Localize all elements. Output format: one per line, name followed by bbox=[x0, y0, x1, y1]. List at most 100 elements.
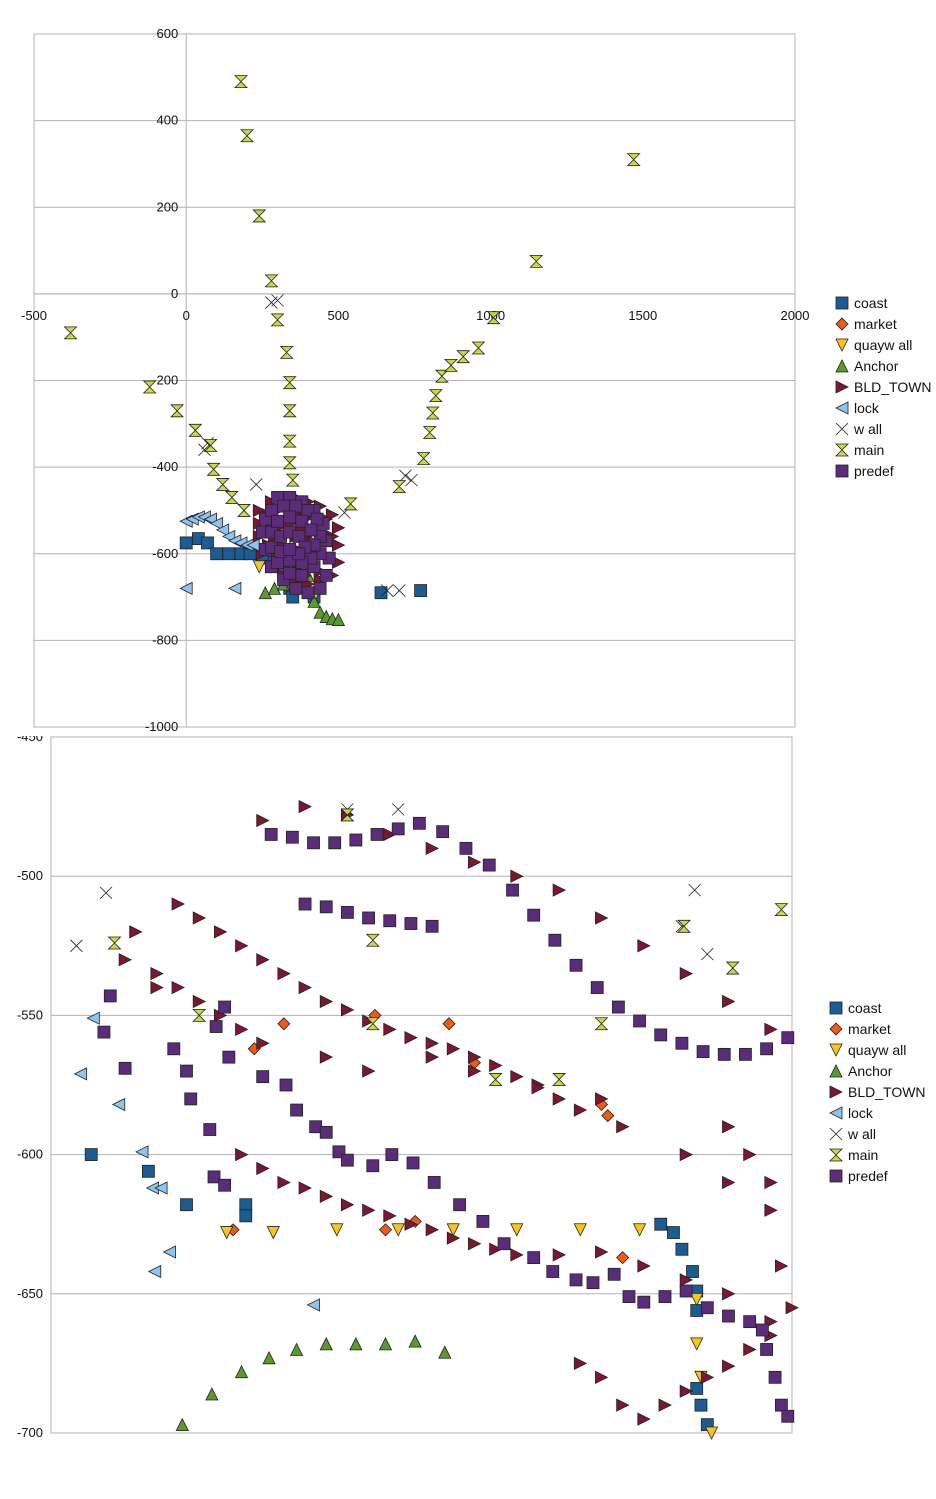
point-predef bbox=[292, 530, 306, 543]
point-anchor bbox=[349, 1337, 363, 1351]
point-main bbox=[552, 1073, 567, 1086]
point-predef bbox=[340, 1153, 354, 1167]
point-predef bbox=[700, 1301, 714, 1315]
point-bld_town bbox=[595, 1092, 609, 1106]
point-predef bbox=[425, 919, 439, 933]
point-coast bbox=[654, 1217, 668, 1231]
point-predef bbox=[218, 1000, 232, 1014]
point-bld_town bbox=[510, 869, 524, 883]
legend-label: market bbox=[854, 316, 897, 332]
point-bld_town bbox=[510, 1070, 524, 1084]
point-predef bbox=[775, 1398, 788, 1412]
point-bld_town bbox=[468, 855, 482, 869]
point-predef bbox=[679, 1284, 693, 1298]
point-bld_town bbox=[362, 1064, 376, 1078]
point-predef bbox=[298, 897, 312, 911]
point-predef bbox=[717, 1047, 731, 1061]
point-predef bbox=[307, 836, 320, 850]
point-coast bbox=[84, 1148, 98, 1162]
point-predef bbox=[482, 858, 496, 872]
point-predef bbox=[696, 1045, 710, 1058]
point-quaywall bbox=[573, 1223, 587, 1237]
point-predef bbox=[180, 1064, 193, 1078]
point-wall bbox=[399, 469, 412, 483]
point-main bbox=[279, 345, 294, 359]
y-tick-label: -200 bbox=[152, 373, 178, 388]
point-main bbox=[594, 1017, 609, 1031]
point-bld_town bbox=[764, 1022, 778, 1036]
point-bld_town bbox=[743, 1342, 757, 1357]
legend-marker-predef bbox=[835, 464, 849, 478]
point-predef bbox=[285, 830, 299, 844]
point-bld_town bbox=[171, 897, 185, 911]
point-lock bbox=[154, 1181, 168, 1195]
point-main bbox=[725, 961, 740, 975]
point-anchor bbox=[313, 605, 327, 619]
point-coast bbox=[201, 536, 214, 550]
point-predef bbox=[768, 1370, 782, 1384]
point-anchor bbox=[378, 1337, 393, 1351]
point-predef bbox=[362, 911, 375, 925]
point-wall bbox=[405, 473, 418, 487]
point-coast bbox=[686, 1265, 699, 1278]
point-main bbox=[471, 341, 486, 355]
legend-label: main bbox=[854, 442, 884, 458]
point-main bbox=[107, 936, 122, 950]
point-anchor bbox=[438, 1345, 452, 1359]
point-main bbox=[626, 153, 641, 167]
point-predef bbox=[675, 1036, 689, 1050]
point-main bbox=[456, 350, 471, 364]
point-bld_town bbox=[679, 1273, 694, 1287]
point-bld_town bbox=[118, 953, 132, 967]
y-tick-label: -550 bbox=[17, 1007, 43, 1022]
point-main bbox=[282, 434, 297, 448]
point-predef bbox=[340, 905, 354, 919]
legend-marker-quaywall bbox=[835, 338, 849, 352]
point-lock bbox=[215, 523, 230, 537]
y-tick-label: 600 bbox=[156, 26, 178, 41]
point-predef bbox=[319, 569, 333, 582]
point-wall bbox=[392, 584, 406, 597]
point-main bbox=[224, 491, 239, 504]
legend-marker-wall bbox=[829, 1127, 843, 1141]
point-market bbox=[616, 1251, 630, 1265]
point-bld_town bbox=[213, 925, 228, 939]
point-bld_town bbox=[129, 925, 143, 939]
point-bld_town bbox=[340, 1003, 355, 1017]
point-bld_town bbox=[722, 994, 736, 1009]
y-tick-label: -600 bbox=[152, 546, 178, 561]
point-predef bbox=[404, 917, 418, 930]
point-bld_town bbox=[468, 1064, 482, 1078]
point-quaywall bbox=[266, 1226, 280, 1240]
point-predef bbox=[548, 933, 562, 947]
point-bld_town bbox=[722, 1175, 736, 1190]
point-predef bbox=[590, 981, 604, 994]
point-bld_town bbox=[510, 1248, 524, 1262]
point-coast bbox=[239, 1209, 253, 1223]
point-coast bbox=[141, 1164, 155, 1178]
point-predef bbox=[383, 914, 397, 928]
point-predef bbox=[295, 569, 309, 582]
point-lock bbox=[73, 1067, 88, 1081]
legend-label: coast bbox=[848, 1000, 882, 1016]
point-predef bbox=[222, 1050, 236, 1064]
point-bld_town bbox=[531, 1081, 545, 1095]
legend-label: main bbox=[848, 1147, 878, 1163]
point-predef bbox=[283, 510, 297, 524]
point-predef bbox=[264, 828, 278, 841]
point-main bbox=[343, 497, 358, 511]
point-predef bbox=[527, 1251, 541, 1265]
point-bld_town bbox=[362, 1203, 376, 1217]
point-predef bbox=[277, 499, 291, 513]
legend-marker-coast bbox=[835, 296, 849, 310]
point-predef bbox=[497, 1237, 511, 1251]
point-wall bbox=[249, 478, 263, 491]
point-bld_town bbox=[150, 980, 164, 995]
point-bld_town bbox=[775, 1259, 789, 1273]
point-market bbox=[442, 1017, 456, 1031]
point-predef bbox=[319, 1125, 333, 1139]
point-predef bbox=[279, 1078, 293, 1092]
point-bld_town bbox=[425, 841, 439, 856]
legend-marker-lock bbox=[829, 1106, 843, 1120]
